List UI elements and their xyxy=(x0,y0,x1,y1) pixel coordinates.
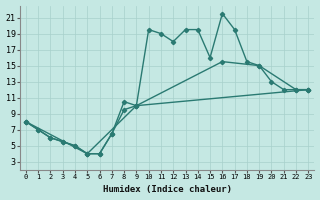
X-axis label: Humidex (Indice chaleur): Humidex (Indice chaleur) xyxy=(103,185,232,194)
